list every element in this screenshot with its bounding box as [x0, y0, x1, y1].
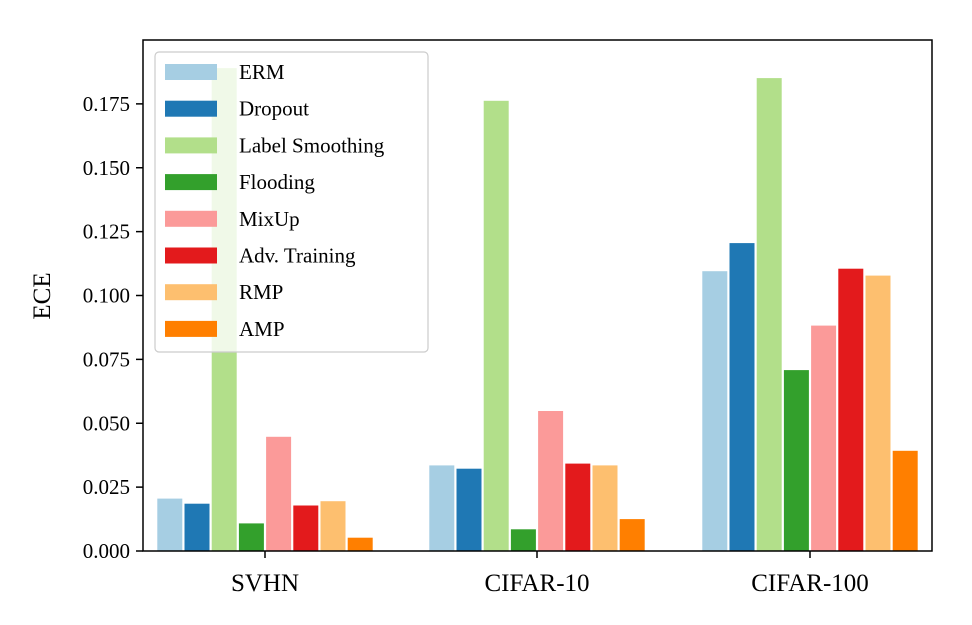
- bar-label-smoothing-cifar-10: [483, 100, 509, 552]
- bar-mixup-cifar-10: [538, 411, 564, 551]
- bar-amp-svhn: [347, 537, 373, 551]
- y-tick-label: 0.125: [83, 220, 130, 244]
- bars: [157, 68, 918, 552]
- y-tick-label: 0.150: [83, 156, 130, 180]
- y-tick-label: 0.100: [83, 284, 130, 308]
- x-tick-label: CIFAR-10: [484, 570, 589, 597]
- bar-rmp-svhn: [320, 501, 346, 551]
- legend-swatch: [165, 100, 217, 117]
- bar-label-smoothing-cifar-100: [756, 78, 782, 551]
- legend-label: AMP: [239, 317, 285, 341]
- bar-erm-cifar-100: [702, 271, 728, 551]
- bar-mixup-svhn: [266, 436, 292, 551]
- bar-flooding-svhn: [238, 523, 264, 551]
- legend-label: ERM: [239, 60, 285, 84]
- bar-adv-training-cifar-100: [838, 268, 864, 551]
- legend-swatch: [165, 320, 217, 337]
- bar-erm-svhn: [157, 498, 183, 551]
- legend-label: Label Smoothing: [239, 133, 385, 157]
- y-tick-label: 0.025: [83, 475, 130, 499]
- legend-label: Flooding: [239, 170, 315, 194]
- y-axis: 0.000 0.025 0.050 0.075 0.100 0.125 0.150 0.175: [83, 92, 143, 563]
- bar-adv-training-svhn: [293, 505, 319, 551]
- legend-label: MixUp: [239, 207, 300, 231]
- legend-label: Dropout: [239, 97, 309, 121]
- legend-swatch: [165, 210, 217, 227]
- y-axis-title: ECE: [29, 272, 56, 319]
- bar-amp-cifar-10: [619, 519, 645, 551]
- x-tick-label: SVHN: [231, 570, 299, 597]
- legend-swatch: [165, 284, 217, 301]
- bar-flooding-cifar-10: [510, 529, 536, 551]
- legend-label: RMP: [239, 280, 283, 304]
- legend-swatch: [165, 64, 217, 80]
- bar-rmp-cifar-100: [865, 275, 891, 551]
- x-axis: SVHN CIFAR-10 CIFAR-100: [231, 551, 869, 597]
- bar-mixup-cifar-100: [811, 325, 837, 551]
- bar-erm-cifar-10: [429, 465, 455, 551]
- y-tick-label: 0.175: [83, 92, 130, 116]
- legend-swatch: [165, 247, 217, 264]
- y-tick-label: 0.050: [83, 411, 130, 435]
- y-tick-label: 0.075: [83, 347, 130, 371]
- legend-swatch: [165, 137, 217, 154]
- legend: ERM Dropout Label Smoothing Flooding MixUp Ad…: [154, 51, 429, 353]
- bar-adv-training-cifar-10: [565, 463, 591, 551]
- bar-dropout-cifar-100: [729, 243, 755, 551]
- legend-box: [154, 51, 429, 353]
- bar-amp-cifar-100: [892, 450, 918, 551]
- bar-flooding-cifar-100: [783, 370, 809, 551]
- bar-dropout-cifar-10: [456, 468, 482, 551]
- bar-rmp-cifar-10: [592, 465, 618, 551]
- x-tick-label: CIFAR-100: [751, 570, 869, 597]
- bar-dropout-svhn: [184, 503, 210, 551]
- legend-label: Adv. Training: [239, 244, 356, 268]
- y-tick-label: 0.000: [83, 539, 130, 563]
- legend-swatch: [165, 174, 217, 191]
